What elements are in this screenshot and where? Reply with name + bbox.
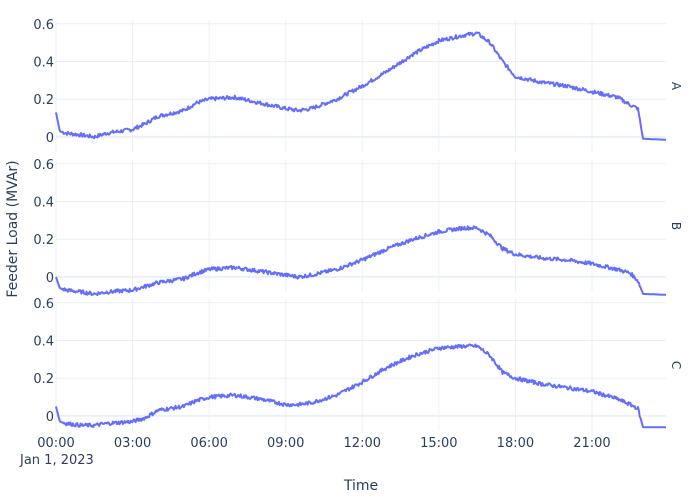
x-tick-label: 00:00 [37, 436, 74, 451]
facet-label-b: B [669, 222, 683, 230]
facet-label-a: A [669, 82, 683, 91]
series-line-b [55, 225, 667, 297]
x-tick-label: 06:00 [190, 436, 227, 451]
y-tick-label: 0.2 [33, 233, 54, 248]
y-tick-label: 0.6 [33, 158, 54, 173]
y-tick-label: 0 [46, 410, 54, 425]
x-axis-title: Time [343, 478, 378, 494]
x-tick-label: 15:00 [420, 436, 457, 451]
x-axis-tick-labels: 00:00 03:00 06:00 09:00 12:00 15:00 18:00 21:00 [37, 436, 610, 451]
panels-layer: 0 0.2 0.4 0.6 A 0 0.2 0.4 0.6 B 0 0.2 0.4 0.6 C [33, 18, 683, 431]
x-axis-date-label: Jan 1, 2023 [19, 453, 94, 468]
y-axis-title: Feeder Load (MVAr) [5, 160, 21, 297]
x-tick-label: 09:00 [267, 436, 304, 451]
x-tick-label: 18:00 [497, 436, 534, 451]
facet-label-c: C [669, 361, 683, 369]
facet-panel-a: 0 0.2 0.4 0.6 A [33, 18, 683, 152]
y-tick-label: 0.2 [33, 93, 54, 108]
facet-panel-c: 0 0.2 0.4 0.6 C [33, 297, 683, 431]
y-tick-label: 0.2 [33, 372, 54, 387]
y-tick-label: 0.6 [33, 297, 54, 312]
y-tick-label: 0.4 [33, 55, 54, 70]
y-tick-label: 0.4 [33, 334, 54, 349]
facet-panel-b: 0 0.2 0.4 0.6 B [33, 158, 683, 297]
series-line-c [55, 343, 667, 429]
y-tick-label: 0 [46, 131, 54, 146]
x-tick-label: 03:00 [114, 436, 151, 451]
x-tick-label: 21:00 [573, 436, 610, 451]
y-tick-label: 0.6 [33, 18, 54, 33]
y-tick-label: 0 [46, 271, 54, 286]
series-line-a [55, 31, 667, 141]
x-tick-label: 12:00 [344, 436, 381, 451]
y-tick-label: 0.4 [33, 195, 54, 210]
